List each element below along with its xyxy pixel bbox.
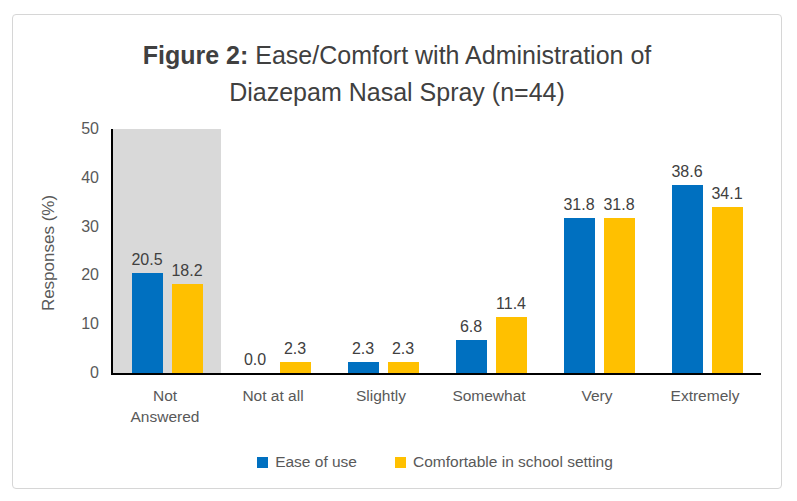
chart-title: Figure 2: Ease/Comfort with Administrati… bbox=[13, 37, 781, 111]
bar: 20.5 bbox=[132, 273, 163, 373]
bar: 2.3 bbox=[348, 362, 379, 373]
bar-value-label: 11.4 bbox=[496, 295, 526, 313]
x-category-label: Very bbox=[543, 385, 651, 427]
bar-value-label: 2.3 bbox=[352, 340, 374, 358]
bar-value-label: 18.2 bbox=[171, 262, 202, 280]
bar-value-label: 38.6 bbox=[671, 163, 702, 181]
bar: 31.8 bbox=[564, 218, 595, 373]
bar: 31.8 bbox=[604, 218, 635, 373]
plot-area: 20.518.20.02.32.32.36.811.431.831.838.63… bbox=[111, 129, 761, 375]
y-tick-label: 10 bbox=[41, 315, 99, 333]
bar-value-label: 31.8 bbox=[603, 196, 634, 214]
bar-group: 2.3 2.3 bbox=[329, 129, 437, 373]
chart-title-prefix: Figure 2: bbox=[143, 41, 249, 69]
x-category-label: Somewhat bbox=[435, 385, 543, 427]
bar: 11.4 bbox=[496, 317, 527, 373]
x-category-label-text: Not at all bbox=[242, 385, 303, 406]
bar-value-label: 2.3 bbox=[284, 340, 306, 358]
bar-group: 31.8 31.8 bbox=[545, 129, 653, 373]
legend-item: Ease of use bbox=[257, 453, 357, 471]
chart-title-rest: Ease/Comfort with Administration of bbox=[248, 41, 651, 69]
y-tick-label: 20 bbox=[41, 266, 99, 284]
bar-group: 38.6 34.1 bbox=[653, 129, 761, 373]
y-axis-tick-labels: 01020304050 bbox=[41, 129, 99, 373]
x-axis-category-labels: Not Answered Not at all Slightly Somewhat Ve… bbox=[111, 385, 759, 427]
bar: 6.8 bbox=[456, 340, 487, 373]
legend-swatch bbox=[257, 457, 268, 468]
chart-title-line-2: Diazepam Nasal Spray (n=44) bbox=[13, 74, 781, 111]
legend-label: Ease of use bbox=[275, 453, 357, 471]
y-tick-label: 40 bbox=[41, 169, 99, 187]
legend-item: Comfortable in school setting bbox=[395, 453, 613, 471]
bar-value-label: 0.0 bbox=[244, 351, 266, 369]
chart-frame: Figure 2: Ease/Comfort with Administrati… bbox=[12, 14, 782, 489]
x-category-label-text: Somewhat bbox=[452, 385, 525, 406]
bar: 34.1 bbox=[712, 207, 743, 373]
bar-value-label: 2.3 bbox=[392, 340, 414, 358]
bar-group: 0.0 2.3 bbox=[221, 129, 329, 373]
legend: Ease of use Comfortable in school setting bbox=[111, 453, 759, 471]
x-category-label-text: Very bbox=[581, 385, 612, 406]
x-category-label: Not Answered bbox=[111, 385, 219, 427]
bar: 2.3 bbox=[388, 362, 419, 373]
bar: 18.2 bbox=[172, 284, 203, 373]
x-category-label-text: Slightly bbox=[356, 385, 406, 406]
legend-swatch bbox=[395, 457, 406, 468]
chart-title-line-1: Figure 2: Ease/Comfort with Administrati… bbox=[13, 37, 781, 74]
x-category-label-text: Not Answered bbox=[123, 385, 207, 427]
bar: 38.6 bbox=[672, 185, 703, 373]
y-tick-label: 50 bbox=[41, 120, 99, 138]
bar-groups: 20.518.20.02.32.32.36.811.431.831.838.63… bbox=[113, 129, 761, 373]
bar-group: 20.5 18.2 bbox=[113, 129, 221, 373]
bar-group: 6.8 11.4 bbox=[437, 129, 545, 373]
y-tick-label: 0 bbox=[41, 364, 99, 382]
bar-value-label: 20.5 bbox=[131, 251, 162, 269]
figure-canvas: Figure 2: Ease/Comfort with Administrati… bbox=[0, 0, 797, 501]
bar-value-label: 31.8 bbox=[563, 196, 594, 214]
x-category-label-text: Extremely bbox=[671, 385, 740, 406]
x-category-label: Not at all bbox=[219, 385, 327, 427]
bar-value-label: 34.1 bbox=[711, 185, 742, 203]
bar: 2.3 bbox=[280, 362, 311, 373]
x-category-label: Extremely bbox=[651, 385, 759, 427]
y-tick-label: 30 bbox=[41, 218, 99, 236]
bar-value-label: 6.8 bbox=[460, 318, 482, 336]
legend-label: Comfortable in school setting bbox=[413, 453, 613, 471]
x-category-label: Slightly bbox=[327, 385, 435, 427]
